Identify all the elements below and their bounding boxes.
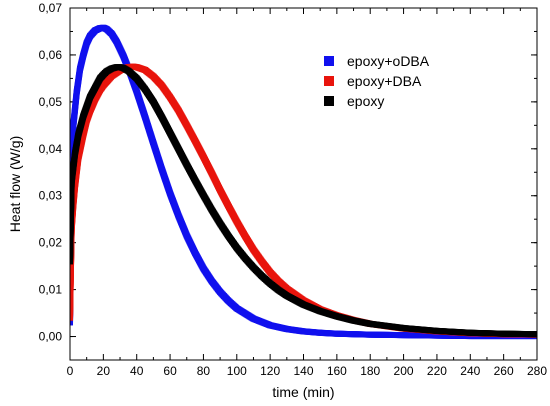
plot-frame	[69, 7, 538, 361]
y-tick-label: 0,02	[39, 236, 63, 250]
y-tick-label: 0,04	[39, 142, 63, 156]
x-tick-label: 260	[494, 364, 514, 378]
x-tick-label: 240	[460, 364, 480, 378]
legend-swatch	[324, 76, 334, 86]
series-epoxy	[70, 64, 537, 338]
legend-label: epoxy	[347, 93, 384, 109]
data-series	[70, 24, 537, 340]
x-tick-labels: 0 20 40 60 80 100 120 140 160 180 200 220 240 260 280	[67, 364, 548, 378]
x-tick-label: 220	[427, 364, 447, 378]
legend-label: epoxy+oDBA	[347, 53, 430, 69]
legend-item: epoxy+DBA	[324, 73, 422, 89]
legend-label: epoxy+DBA	[347, 73, 422, 89]
x-tick-label: 200	[394, 364, 414, 378]
x-tick-label: 160	[327, 364, 347, 378]
legend-swatch	[324, 56, 334, 66]
x-tick-label: 140	[293, 364, 313, 378]
x-tick-label: 0	[67, 364, 74, 378]
legend: epoxy+oDBA epoxy+DBA epoxy	[320, 50, 480, 118]
x-tick-label: 280	[527, 364, 547, 378]
y-tick-label: 0,07	[39, 1, 63, 15]
legend-swatch	[324, 96, 334, 106]
y-tick-label: 0,01	[39, 283, 63, 297]
x-tick-label: 100	[227, 364, 247, 378]
y-tick-label: 0,00	[39, 330, 63, 344]
x-tick-label: 20	[97, 364, 111, 378]
y-tick-label: 0,06	[39, 48, 63, 62]
legend-item: epoxy+oDBA	[324, 53, 430, 69]
x-tick-label: 60	[163, 364, 177, 378]
y-axis-title: Heat flow (W/g)	[7, 136, 23, 232]
x-axis-title: time (min)	[272, 384, 334, 400]
y-tick-label: 0,05	[39, 95, 63, 109]
x-tick-label: 180	[360, 364, 380, 378]
x-tick-label: 120	[260, 364, 280, 378]
data-point	[534, 331, 537, 338]
legend-item: epoxy	[324, 93, 384, 109]
x-tick-label: 80	[197, 364, 211, 378]
y-tick-label: 0,03	[39, 189, 63, 203]
legend-box	[320, 50, 480, 118]
y-tick-labels: 0,00 0,01 0,02 0,03 0,04 0,05 0,06 0,07	[39, 1, 63, 344]
x-tick-label: 40	[130, 364, 144, 378]
